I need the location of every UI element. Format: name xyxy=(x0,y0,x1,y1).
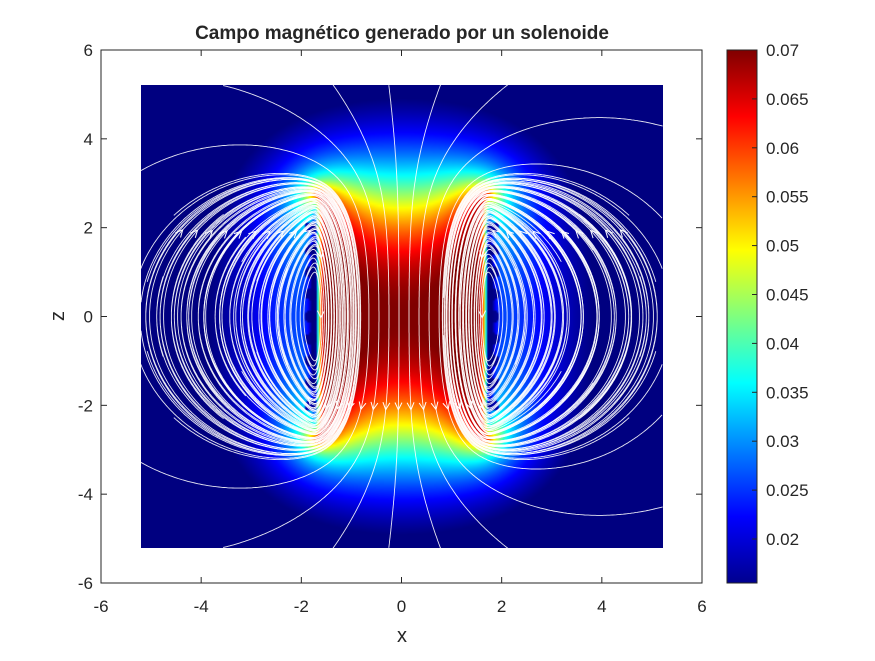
colorbar-tick-label: 0.02 xyxy=(766,530,799,549)
streamline-arrow xyxy=(589,229,599,239)
colorbar-tick-label: 0.045 xyxy=(766,285,809,304)
streamline xyxy=(146,177,360,456)
streamline xyxy=(221,198,348,435)
x-axis-label: x xyxy=(397,625,407,647)
chart-title: Campo magnético generado por un solenoid… xyxy=(195,23,609,44)
streamline xyxy=(455,198,582,435)
streamline xyxy=(141,174,361,459)
streamline-arrow xyxy=(248,230,257,239)
streamline-arrow xyxy=(546,230,555,239)
streamline-arrow xyxy=(189,229,199,238)
streamline-arrow xyxy=(560,230,570,239)
streamline-arrow xyxy=(604,229,614,238)
streamline xyxy=(418,85,509,548)
y-tick-label: -4 xyxy=(78,485,93,504)
x-tick-label: -6 xyxy=(93,597,108,616)
streamline-arrow xyxy=(619,228,628,238)
streamline-arrow xyxy=(382,402,391,411)
streamline-arrow xyxy=(370,401,379,411)
streamline-arrow xyxy=(491,229,501,238)
colorbar-ticks: 0.07 0.065 0.06 0.055 0.05 0.045 0.04 0.035 0.03… xyxy=(752,41,809,549)
streamline xyxy=(459,201,563,432)
streamline-arrow xyxy=(302,229,312,238)
streamline xyxy=(332,85,390,548)
streamline xyxy=(141,144,370,489)
field-magnitude-heatmap xyxy=(141,85,663,548)
streamline-arrow xyxy=(175,228,184,238)
x-axis-ticks: -6 -4 -2 0 2 4 6 xyxy=(93,50,707,616)
y-axis-ticks: 6 4 2 0 -2 -4 -6 xyxy=(78,41,702,593)
streamline xyxy=(248,210,338,423)
colorbar-scale xyxy=(726,49,758,584)
y-tick-label: 6 xyxy=(84,41,93,60)
streamline-arrow xyxy=(406,402,415,411)
streamline-arrow xyxy=(518,230,528,239)
colorbar-tick-label: 0.055 xyxy=(766,188,809,207)
colorbar-tick-label: 0.05 xyxy=(766,237,799,256)
streamline xyxy=(438,163,663,470)
streamline-arrow xyxy=(394,402,403,411)
streamline-arrow xyxy=(442,401,451,411)
streamlines xyxy=(141,85,663,548)
colorbar-tick-label: 0.035 xyxy=(766,383,809,402)
streamline-arrow xyxy=(505,229,514,239)
streamline-arrow xyxy=(418,401,427,411)
x-tick-label: -2 xyxy=(294,597,309,616)
streamline-arrow xyxy=(532,230,541,239)
colorbar-tick-label: 0.065 xyxy=(766,90,809,109)
streamline xyxy=(180,188,356,445)
streamline xyxy=(145,172,362,461)
streamline xyxy=(240,201,344,432)
streamline xyxy=(278,233,329,400)
colorbar-tick-label: 0.025 xyxy=(766,481,809,500)
streamline xyxy=(388,85,400,548)
y-tick-label: 4 xyxy=(84,130,93,149)
streamline-arrow xyxy=(575,229,584,239)
colorbar: 0.07 0.065 0.06 0.055 0.05 0.045 0.04 0.035 0.03… xyxy=(726,41,809,584)
colorbar-tick-label: 0.07 xyxy=(766,41,799,60)
streamline-arrow xyxy=(478,310,487,320)
streamline-arrow xyxy=(479,250,487,260)
streamline-arrow xyxy=(262,230,271,239)
plot-area: -6 -4 -2 0 2 4 6 6 4 2 0 -2 -4 -6 xyxy=(78,41,707,616)
streamline-arrow xyxy=(358,401,367,411)
x-tick-label: -4 xyxy=(194,597,209,616)
streamline xyxy=(170,186,355,447)
y-tick-label: 2 xyxy=(84,219,93,238)
colorbar-tick-label: 0.04 xyxy=(766,334,799,353)
y-tick-label: -6 xyxy=(78,574,93,593)
streamline xyxy=(474,233,525,400)
streamline xyxy=(408,85,441,548)
y-tick-label: -2 xyxy=(78,396,93,415)
streamline xyxy=(448,186,633,447)
colorbar-tick-label: 0.03 xyxy=(766,432,799,451)
x-tick-label: 6 xyxy=(697,597,706,616)
streamline xyxy=(443,177,657,456)
streamline xyxy=(428,117,663,516)
streamline xyxy=(223,85,380,548)
streamline xyxy=(441,172,658,461)
streamline-arrow xyxy=(316,250,324,260)
streamline-arrow xyxy=(219,229,228,239)
streamline-arrow xyxy=(233,230,243,239)
x-tick-label: 2 xyxy=(497,597,506,616)
x-tick-label: 0 xyxy=(397,597,406,616)
colorbar-tick-label: 0.06 xyxy=(766,139,799,158)
streamline xyxy=(442,174,663,459)
streamline-arrow xyxy=(430,401,439,411)
streamline xyxy=(465,210,555,423)
y-axis-label: z xyxy=(47,311,69,321)
y-tick-label: 0 xyxy=(84,308,93,327)
streamline-arrow xyxy=(289,229,298,239)
x-tick-label: 4 xyxy=(597,597,606,616)
streamline-arrow xyxy=(275,230,285,239)
streamline-arrow xyxy=(204,229,214,239)
streamline-arrow xyxy=(316,310,325,320)
